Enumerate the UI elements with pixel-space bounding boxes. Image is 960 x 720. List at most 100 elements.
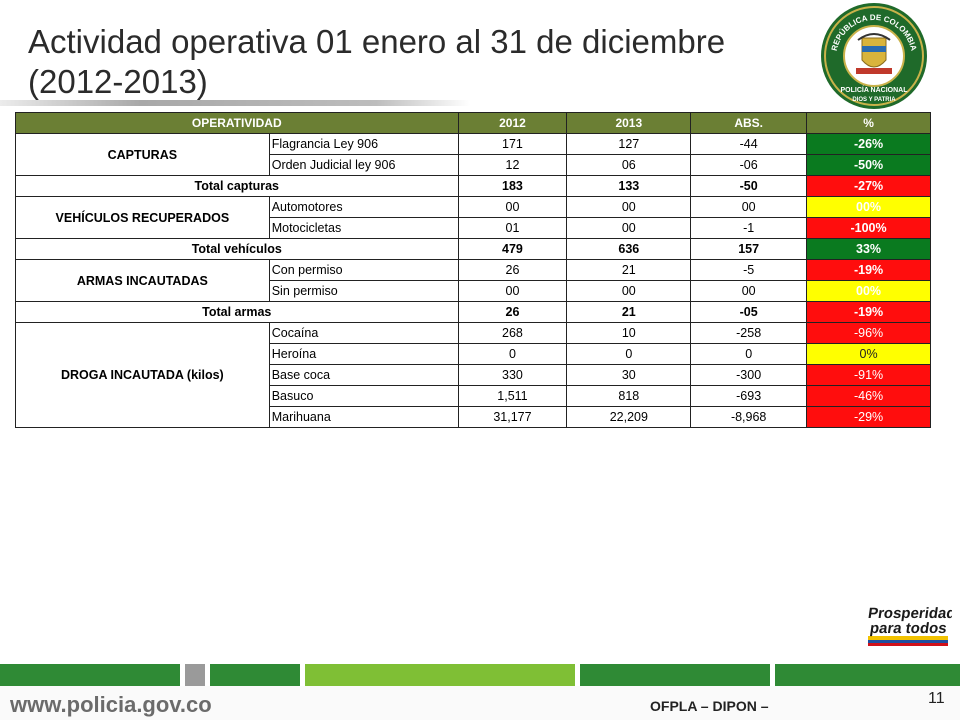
prosperidad-line1: Prosperidad	[867, 605, 952, 622]
table-row: Orden Judicial ley 906 12 06 -06 -50%	[16, 154, 931, 176]
table-row: Motocicletas 01 00 -1 -100%	[16, 217, 931, 239]
cell-2013: 30	[566, 364, 692, 386]
cell-2012: 268	[457, 322, 568, 344]
row-label: Orden Judicial ley 906	[268, 154, 459, 176]
footer-url: www.policia.gov.co	[10, 692, 212, 717]
table-row: CAPTURAS Flagrancia Ley 906 171 127 -44 …	[15, 133, 931, 176]
cell-abs: -5	[690, 259, 808, 281]
row-label: Heroína	[268, 343, 459, 365]
footer-bar-segment	[580, 664, 770, 686]
prosperidad-line2: para todos	[869, 620, 948, 637]
cell-pct: 33%	[806, 238, 931, 260]
row-label: Cocaína	[268, 322, 459, 344]
footer-bar-segment	[305, 664, 575, 686]
cell-abs: -50	[690, 175, 808, 197]
row-label: Sin permiso	[268, 280, 459, 302]
header-2013: 2013	[566, 112, 692, 134]
page-title: Actividad operativa 01 enero al 31 de di…	[28, 23, 726, 100]
row-label: Basuco	[268, 385, 459, 407]
cell-abs: -05	[690, 301, 808, 323]
cell-2012: 01	[457, 217, 568, 239]
cell-abs: -8,968	[690, 406, 808, 428]
cell-2012: 330	[457, 364, 568, 386]
cell-abs: -06	[690, 154, 808, 176]
cell-pct: 0%	[806, 343, 931, 365]
cell-2012: 183	[457, 175, 568, 197]
table-row: VEHÍCULOS RECUPERADOS Automotores 00 00 …	[15, 196, 931, 239]
header-pct: %	[806, 112, 931, 134]
cell-2013: 00	[566, 217, 692, 239]
table-row: Marihuana 31,177 22,209 -8,968 -29%	[16, 406, 931, 428]
cell-pct: -26%	[806, 133, 931, 155]
header-2012: 2012	[457, 112, 568, 134]
cell-pct: -19%	[806, 301, 931, 323]
table-row: Base coca 330 30 -300 -91%	[16, 364, 931, 386]
seal-text-bottom: DIOS Y PATRIA	[852, 97, 896, 103]
total-label: Total vehículos	[15, 238, 459, 260]
cell-2012: 31,177	[457, 406, 568, 428]
total-row: Total vehículos 479 636 157 33%	[15, 238, 931, 260]
policia-nacional-seal-icon: REPÚBLICA DE COLOMBIA POLICÍA NACIONAL D…	[821, 3, 927, 109]
cell-pct: -27%	[806, 175, 931, 197]
total-row: Total capturas 183 133 -50 -27%	[15, 175, 931, 197]
cell-abs: -693	[690, 385, 808, 407]
prosperidad-para-todos-logo: Prosperidad para todos	[867, 605, 952, 646]
header-operatividad: OPERATIVIDAD	[15, 112, 459, 134]
cell-2012: 171	[457, 133, 568, 155]
table-row: Sin permiso 00 00 00 00%	[16, 280, 931, 302]
cell-2013: 636	[566, 238, 692, 260]
cell-pct: -96%	[806, 322, 931, 344]
cell-abs: -1	[690, 217, 808, 239]
cell-pct: -29%	[806, 406, 931, 428]
row-label: Marihuana	[268, 406, 459, 428]
cell-pct: -50%	[806, 154, 931, 176]
cell-abs: 00	[690, 280, 808, 302]
cell-abs: -258	[690, 322, 808, 344]
category-vehiculos: VEHÍCULOS RECUPERADOS	[15, 196, 270, 239]
category-armas: ARMAS INCAUTADAS	[15, 259, 270, 302]
cell-pct: -91%	[806, 364, 931, 386]
page-number: 11	[928, 690, 945, 707]
row-label: Automotores	[268, 196, 459, 218]
footer-office: OFPLA – DIPON –	[650, 698, 769, 714]
table-row: ARMAS INCAUTADAS Con permiso 26 21 -5 -1…	[15, 259, 931, 302]
cell-2013: 21	[566, 259, 692, 281]
cell-abs: -44	[690, 133, 808, 155]
table-row: DROGA INCAUTADA (kilos) Cocaína 268 10 -…	[15, 322, 931, 428]
operational-activity-table: OPERATIVIDAD 2012 2013 ABS. % CAPTURAS F…	[15, 112, 931, 428]
cell-abs: -300	[690, 364, 808, 386]
table-header-row: OPERATIVIDAD 2012 2013 ABS. %	[15, 112, 931, 134]
footer	[0, 686, 960, 720]
row-label: Motocicletas	[268, 217, 459, 239]
cell-2013: 10	[566, 322, 692, 344]
cell-2012: 12	[457, 154, 568, 176]
cell-2013: 00	[566, 280, 692, 302]
cell-pct: -100%	[806, 217, 931, 239]
total-label: Total capturas	[15, 175, 459, 197]
cell-2012: 26	[457, 259, 568, 281]
cell-2012: 26	[457, 301, 568, 323]
cell-2012: 00	[457, 280, 568, 302]
footer-bar-segment	[210, 664, 300, 686]
header-abs: ABS.	[690, 112, 808, 134]
cell-2012: 1,511	[457, 385, 568, 407]
cell-pct: -46%	[806, 385, 931, 407]
footer-bar-segment	[0, 664, 180, 686]
footer-bar-segment	[775, 664, 960, 686]
cell-abs: 157	[690, 238, 808, 260]
cell-2013: 06	[566, 154, 692, 176]
title-underline	[0, 100, 470, 106]
cell-2013: 22,209	[566, 406, 692, 428]
cell-abs: 0	[690, 343, 808, 365]
row-label: Base coca	[268, 364, 459, 386]
seal-text-middle: POLICÍA NACIONAL	[840, 85, 908, 94]
category-capturas: CAPTURAS	[15, 133, 270, 176]
category-droga: DROGA INCAUTADA (kilos)	[15, 322, 270, 428]
row-label: Con permiso	[268, 259, 459, 281]
cell-2012: 0	[457, 343, 568, 365]
total-row: Total armas 26 21 -05 -19%	[15, 301, 931, 323]
total-label: Total armas	[15, 301, 459, 323]
cell-2013: 127	[566, 133, 692, 155]
cell-2013: 21	[566, 301, 692, 323]
cell-2013: 0	[566, 343, 692, 365]
